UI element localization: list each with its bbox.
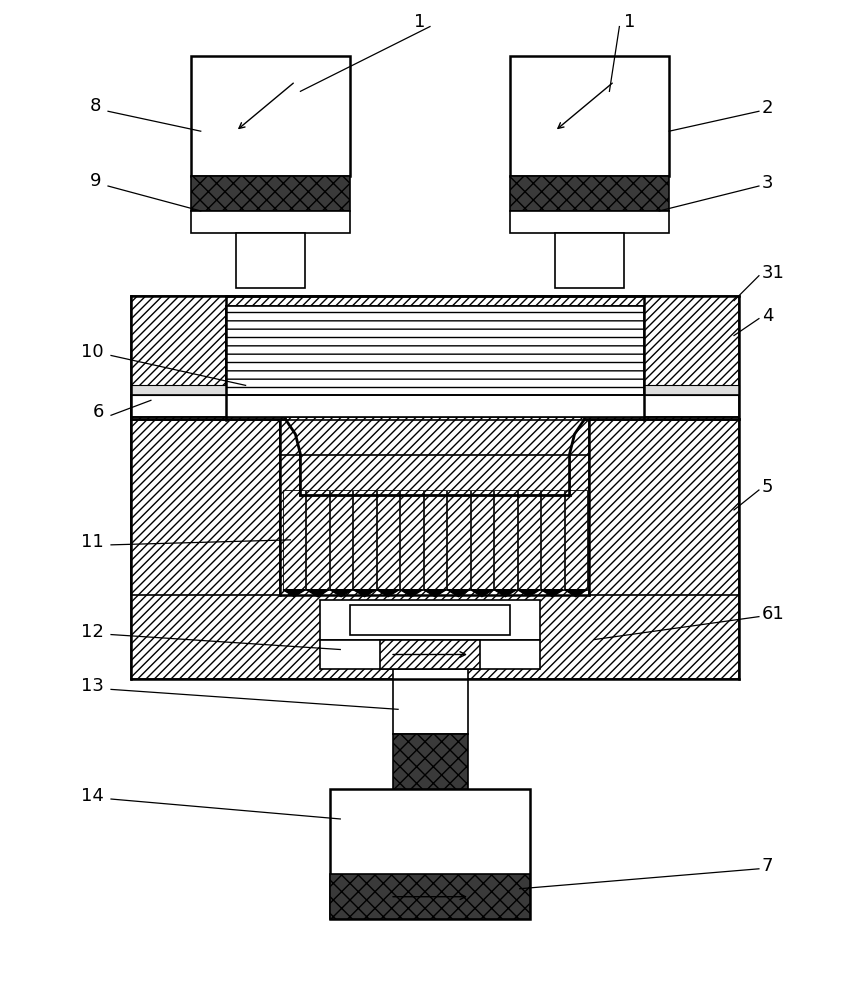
Bar [191, 176, 350, 211]
Bar [393, 669, 468, 734]
Bar [191, 56, 350, 176]
Text: 1: 1 [624, 13, 636, 31]
Bar [423, 490, 446, 590]
Polygon shape [330, 590, 352, 597]
Bar [331, 874, 530, 919]
Text: 10: 10 [82, 343, 104, 361]
Bar [131, 296, 739, 679]
Bar [393, 734, 468, 789]
Polygon shape [400, 590, 423, 597]
Bar [589, 420, 739, 595]
Text: 12: 12 [82, 623, 104, 641]
Bar [281, 420, 589, 455]
Bar [509, 56, 669, 176]
Bar [509, 176, 669, 211]
Bar [400, 490, 423, 590]
Bar [191, 211, 350, 233]
Bar [471, 490, 493, 590]
Polygon shape [494, 590, 516, 597]
Text: 9: 9 [89, 172, 101, 190]
Bar [509, 211, 669, 233]
Bar [226, 306, 644, 395]
Bar [331, 789, 530, 919]
Polygon shape [307, 590, 329, 597]
Bar [330, 490, 352, 590]
Bar [377, 490, 399, 590]
Polygon shape [377, 590, 399, 597]
Polygon shape [471, 590, 493, 597]
Bar [226, 306, 644, 417]
Text: 61: 61 [762, 605, 784, 623]
Bar [541, 490, 564, 590]
Bar [131, 420, 281, 595]
Text: 6: 6 [93, 403, 104, 421]
Bar [564, 490, 587, 590]
Polygon shape [541, 590, 564, 597]
Bar [283, 490, 306, 590]
Text: 1: 1 [414, 13, 425, 31]
Polygon shape [423, 590, 446, 597]
Text: 14: 14 [82, 787, 104, 805]
Text: 13: 13 [82, 677, 104, 695]
Text: 5: 5 [762, 478, 773, 496]
Text: 3: 3 [762, 174, 773, 192]
Text: 11: 11 [82, 533, 104, 551]
Bar [448, 490, 470, 590]
Bar [131, 395, 739, 417]
Text: 2: 2 [762, 99, 773, 117]
Bar [555, 233, 624, 288]
Polygon shape [283, 590, 306, 597]
Bar [307, 490, 329, 590]
Bar [350, 605, 509, 635]
Bar [644, 385, 739, 395]
Polygon shape [448, 590, 470, 597]
Text: 7: 7 [762, 857, 773, 875]
Bar [235, 233, 306, 288]
Bar [320, 600, 539, 640]
Bar [320, 640, 539, 669]
Bar [353, 490, 376, 590]
Polygon shape [353, 590, 376, 597]
Text: 8: 8 [89, 97, 101, 115]
Text: 31: 31 [762, 264, 785, 282]
Text: 4: 4 [762, 307, 773, 325]
Polygon shape [518, 590, 540, 597]
Bar [226, 306, 644, 395]
Bar [518, 490, 540, 590]
Bar [381, 640, 480, 669]
Bar [131, 385, 226, 395]
Polygon shape [564, 590, 587, 597]
Bar [494, 490, 516, 590]
